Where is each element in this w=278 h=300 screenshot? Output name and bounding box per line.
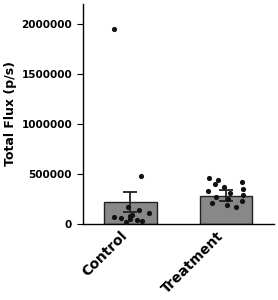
- Point: [225, 202, 229, 207]
- Point: [147, 210, 151, 215]
- Bar: [200, 196, 252, 224]
- Point: [228, 190, 232, 195]
- Point: [239, 198, 244, 203]
- Point: [222, 184, 226, 189]
- Point: [240, 187, 245, 191]
- Point: [139, 173, 143, 178]
- Point: [214, 194, 218, 199]
- Point: [137, 207, 141, 212]
- Point: [112, 27, 116, 32]
- Point: [207, 176, 212, 180]
- Point: [130, 212, 134, 217]
- Point: [206, 188, 210, 193]
- Point: [239, 179, 244, 184]
- Point: [135, 218, 139, 222]
- Point: [226, 196, 230, 201]
- Point: [126, 204, 130, 209]
- Point: [128, 216, 133, 221]
- Bar: [104, 202, 157, 224]
- Y-axis label: Total Flux (p/s): Total Flux (p/s): [4, 61, 17, 167]
- Point: [213, 182, 217, 186]
- Point: [233, 204, 238, 209]
- Point: [119, 215, 124, 220]
- Point: [210, 200, 214, 205]
- Point: [216, 178, 220, 182]
- Point: [140, 218, 144, 223]
- Point: [128, 213, 133, 218]
- Point: [123, 219, 128, 224]
- Point: [112, 214, 116, 219]
- Point: [241, 192, 245, 197]
